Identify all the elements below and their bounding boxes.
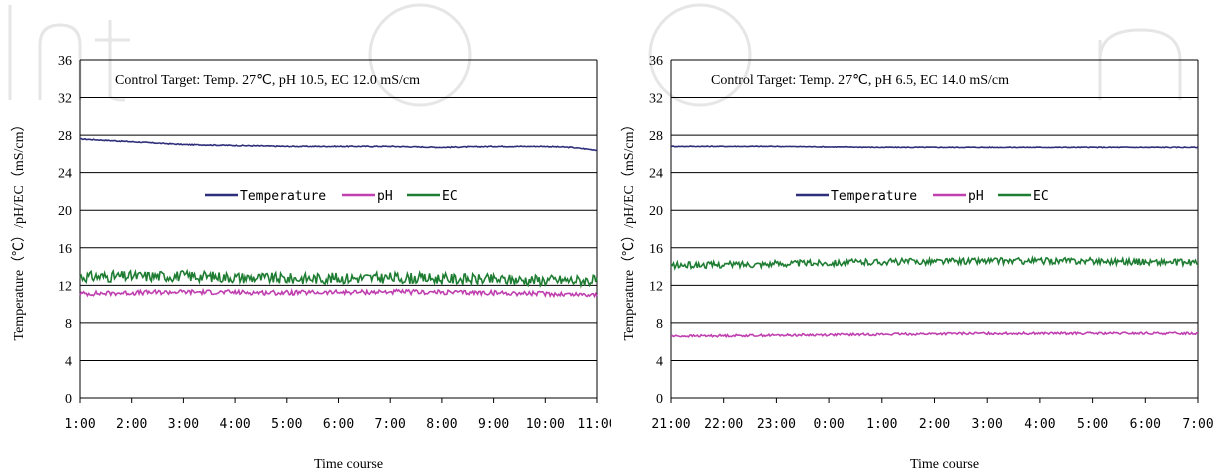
y-tick-label: 20 [649,204,663,219]
y-tick-label: 36 [58,54,72,69]
x-tick-label: 3:00 [972,417,1003,432]
y-tick-label: 36 [649,54,663,69]
y-tick-label: 0 [656,392,663,407]
y-tick-label: 32 [58,92,72,107]
y-tick-label: 28 [58,129,72,144]
series-line-ph [670,330,1199,339]
x-tick-label: 1:00 [866,417,897,432]
x-tick-label: 2:00 [919,417,950,432]
x-tick-label: 7:00 [375,417,406,432]
x-tick-label: 22:00 [704,417,743,432]
y-tick-label: 24 [58,167,72,182]
chart-left: 0 4 8 12 16 20 24 28 32 36 1:00 2:00 3:00 4:00 5:00 6:0… [11,54,611,472]
y-tick-label: 8 [65,317,72,332]
series-line-ec [79,268,598,289]
x-tick-label: 6:00 [323,417,354,432]
x-tick-label: 23:00 [757,417,796,432]
series-line-ec [670,255,1199,271]
y-tick-label: 4 [656,354,663,369]
y-tick-label: 24 [649,167,663,182]
x-tick-label: 5:00 [271,417,302,432]
x-tick-label: 6:00 [1130,417,1161,432]
y-tick-label: 32 [649,92,663,107]
x-tick-label: 2:00 [116,417,147,432]
y-tick-label: 28 [649,129,663,144]
x-tick-label: 4:00 [1024,417,1055,432]
x-tick-label: 9:00 [478,417,509,432]
x-axis-label: Time course [314,457,383,472]
legend-label: Temperature [240,189,326,204]
x-tick-label: 7:00 [1182,417,1213,432]
control-target-annotation: Control Target: Temp. 27℃, pH 6.5, EC 14… [711,73,1009,88]
y-tick-label: 0 [65,392,72,407]
control-target-annotation: Control Target: Temp. 27℃, pH 10.5, EC 1… [115,73,420,88]
legend-label: pH [968,189,984,204]
y-axis-label: Temperature（℃）/pH/EC（mS/cm） [621,118,637,341]
x-tick-label: 5:00 [1077,417,1108,432]
x-tick-label: 10:00 [526,417,565,432]
x-tick-label: 0:00 [813,417,844,432]
x-tick-label: 21:00 [651,417,690,432]
legend-label: pH [377,189,393,204]
legend-label: EC [1033,189,1049,204]
x-tick-label: 4:00 [219,417,250,432]
y-tick-label: 16 [649,242,663,257]
x-axis-label: Time course [910,457,979,472]
x-tick-label: 1:00 [64,417,95,432]
series-line-temperature [80,137,598,152]
x-tick-label: 3:00 [168,417,199,432]
series-line-ph [79,287,598,299]
series-line-temperature [670,145,1199,149]
y-tick-label: 12 [58,279,72,294]
x-tick-label: 8:00 [426,417,457,432]
chart-right: 0 4 8 12 16 20 24 28 32 36 21:00 22:00 23:00 0:00 1:00… [621,54,1214,472]
legend-label: Temperature [831,189,917,204]
legend-label: EC [442,189,458,204]
x-tick-label: 11:00 [577,417,611,432]
y-tick-label: 20 [58,204,72,219]
y-tick-label: 12 [649,279,663,294]
y-tick-label: 4 [65,354,72,369]
y-tick-label: 16 [58,242,72,257]
y-tick-label: 8 [656,317,663,332]
y-axis-label: Temperature（℃）/pH/EC（mS/cm） [11,118,27,341]
